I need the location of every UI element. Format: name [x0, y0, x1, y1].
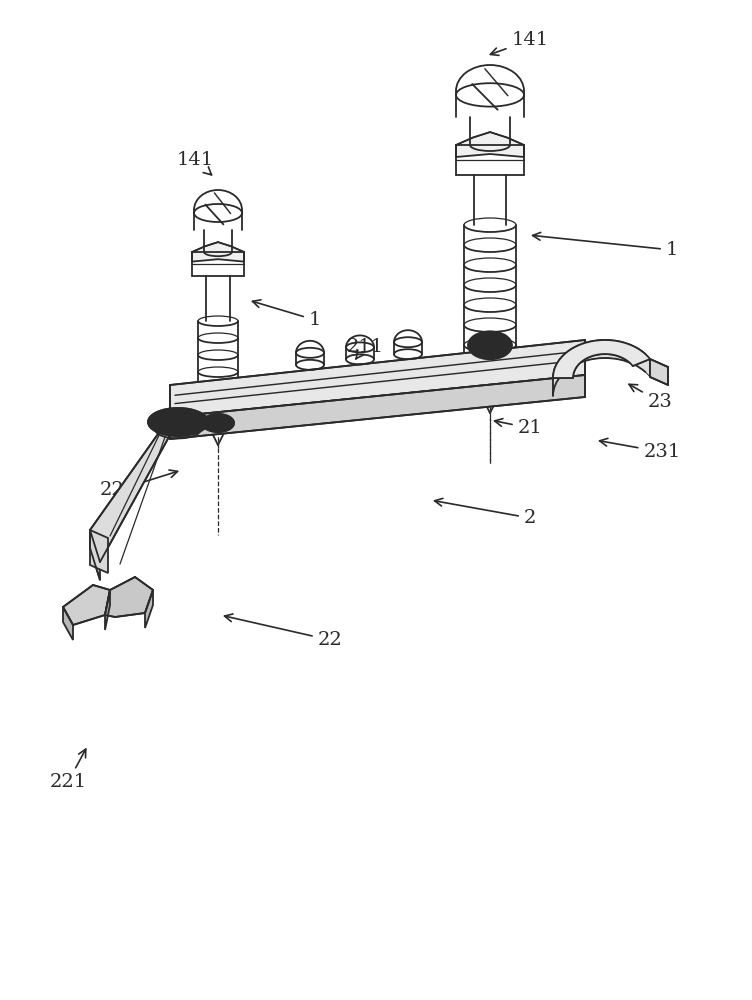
- Polygon shape: [145, 590, 153, 628]
- Polygon shape: [90, 530, 108, 573]
- Polygon shape: [553, 340, 650, 396]
- Text: 1: 1: [532, 232, 678, 259]
- Text: 23: 23: [629, 384, 672, 411]
- Text: 22: 22: [225, 614, 342, 649]
- Text: 141: 141: [177, 151, 214, 175]
- Text: 221: 221: [50, 749, 86, 791]
- Polygon shape: [170, 340, 585, 417]
- Text: 222: 222: [99, 470, 177, 499]
- Polygon shape: [63, 585, 110, 625]
- Polygon shape: [63, 607, 73, 640]
- Ellipse shape: [468, 331, 512, 359]
- Text: 211: 211: [347, 338, 384, 359]
- Text: 1: 1: [253, 300, 321, 329]
- Ellipse shape: [202, 414, 234, 432]
- Ellipse shape: [148, 408, 208, 436]
- Text: 2: 2: [435, 498, 536, 527]
- Polygon shape: [105, 577, 153, 617]
- Text: 231: 231: [599, 438, 681, 461]
- Polygon shape: [553, 340, 650, 378]
- Polygon shape: [170, 375, 585, 439]
- Polygon shape: [192, 242, 244, 262]
- Text: 21: 21: [495, 419, 542, 437]
- Polygon shape: [90, 417, 170, 562]
- Text: 141: 141: [490, 31, 548, 55]
- Polygon shape: [90, 530, 100, 580]
- Polygon shape: [456, 132, 524, 157]
- Polygon shape: [650, 359, 668, 385]
- Polygon shape: [105, 590, 110, 630]
